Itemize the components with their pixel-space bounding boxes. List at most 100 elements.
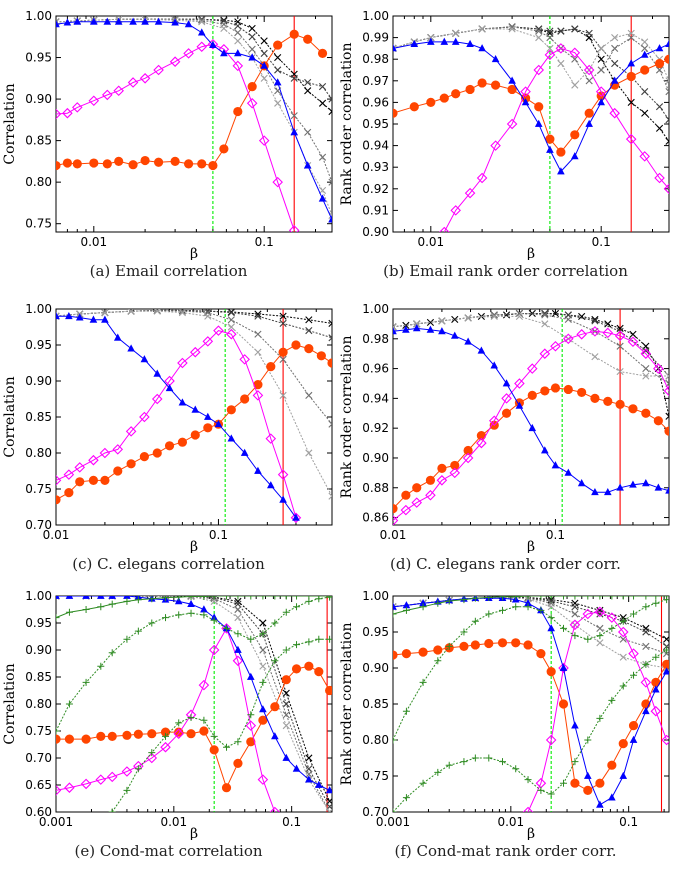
data-point <box>413 320 421 328</box>
data-point <box>177 357 188 369</box>
y-tick-label: 0.80 <box>25 175 52 189</box>
data-point <box>233 106 243 117</box>
data-point <box>627 336 639 348</box>
data-point <box>327 358 332 368</box>
data-point <box>289 29 299 39</box>
data-point <box>589 326 601 337</box>
data-point <box>591 315 599 324</box>
y-tick-label: 0.80 <box>25 697 52 711</box>
data-point <box>314 667 324 677</box>
data-point <box>507 84 517 95</box>
data-point <box>426 318 435 326</box>
data-point <box>183 159 194 169</box>
data-point <box>246 672 255 680</box>
chart-caption: (f) Cond-mat rank order corr. <box>394 842 617 860</box>
plot-frame <box>55 308 333 526</box>
data-point <box>210 597 218 605</box>
y-axis-label: Correlation <box>2 376 18 457</box>
data-point <box>169 56 181 67</box>
data-point <box>259 630 267 638</box>
data-point <box>528 423 537 432</box>
y-tick-label: 0.93 <box>362 160 389 174</box>
data-point <box>101 309 109 317</box>
data-point <box>515 309 524 318</box>
data-point <box>113 85 124 97</box>
data-point <box>418 647 428 657</box>
data-point <box>88 95 100 107</box>
data-point <box>571 596 579 600</box>
data-point <box>438 327 446 335</box>
chart-caption: (b) Email rank order correlation <box>383 262 628 280</box>
data-point <box>526 363 538 374</box>
data-point <box>412 324 421 332</box>
data-point <box>271 596 279 600</box>
y-tick-label: 0.90 <box>362 661 389 675</box>
y-tick-label: 0.94 <box>362 391 389 405</box>
data-point <box>328 420 332 428</box>
y-tick-label: 0.99 <box>362 31 389 45</box>
data-point <box>315 596 323 603</box>
data-point <box>563 384 573 395</box>
y-tick-label: 0.90 <box>25 92 52 106</box>
data-point <box>606 612 618 623</box>
data-point <box>559 663 568 671</box>
data-point <box>147 729 157 739</box>
data-point <box>103 17 112 25</box>
data-point <box>274 53 282 62</box>
data-point <box>615 399 625 409</box>
chart-svg-b: 0.90 0.91 0.92 0.93 0.94 0.95 0.96 0.97 0.98 0.99… <box>339 9 670 260</box>
data-point <box>618 739 628 749</box>
chart-svg-e: 0.60 0.65 0.70 0.75 0.80 0.85 0.90 0.95 1.00 0.00… <box>2 589 333 840</box>
data-point <box>304 87 312 95</box>
chart-panel-a: 0.75 0.80 0.85 0.90 0.95 1.00 0.01 0.1 β Correlat… <box>0 0 337 289</box>
data-point <box>629 735 638 743</box>
y-tick-label: 0.96 <box>362 362 389 376</box>
data-point <box>305 770 313 778</box>
data-point <box>232 655 244 667</box>
data-point <box>546 44 554 52</box>
data-point <box>436 475 448 486</box>
data-point <box>141 17 149 25</box>
data-point <box>427 37 435 45</box>
data-point <box>258 715 268 725</box>
data-point <box>245 720 257 731</box>
data-point <box>617 626 629 638</box>
data-point <box>223 624 231 632</box>
series-line <box>393 26 669 142</box>
data-point <box>663 646 669 654</box>
data-point <box>452 29 460 37</box>
data-point <box>259 662 267 670</box>
data-point <box>252 390 264 401</box>
x-axis-label: β <box>527 539 535 553</box>
data-point <box>596 624 604 632</box>
data-point <box>433 645 443 655</box>
data-point <box>502 311 511 319</box>
data-point <box>56 734 61 744</box>
data-point <box>571 152 579 160</box>
data-point <box>445 642 453 650</box>
data-point <box>80 778 92 790</box>
data-point <box>139 452 149 462</box>
data-point <box>292 513 300 521</box>
data-point <box>274 99 282 107</box>
data-point <box>196 41 208 53</box>
data-point <box>326 635 332 643</box>
data-point <box>564 315 572 324</box>
data-point <box>539 348 551 359</box>
series-line <box>56 309 332 425</box>
data-point <box>571 758 579 766</box>
data-point <box>611 59 619 68</box>
data-point <box>233 758 243 768</box>
x-tick-label: 0.01 <box>497 815 524 829</box>
data-point <box>90 17 98 25</box>
y-tick-label: 0.75 <box>362 769 389 783</box>
data-point <box>661 734 669 746</box>
data-point <box>608 596 616 600</box>
data-point <box>439 93 449 103</box>
data-point <box>56 785 62 796</box>
data-point <box>451 315 459 324</box>
series-line <box>393 41 669 173</box>
data-point <box>134 765 142 773</box>
data-point <box>269 806 281 812</box>
series-line <box>56 627 276 812</box>
